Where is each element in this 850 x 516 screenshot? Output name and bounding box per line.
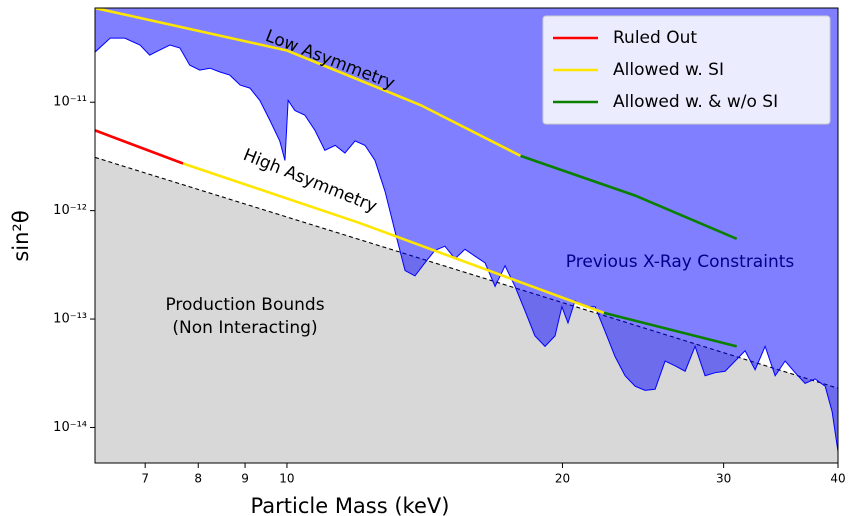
y-axis-label: sin²θ	[9, 210, 33, 261]
x-tick-label: 20	[555, 472, 570, 486]
x-tick-label: 30	[716, 472, 731, 486]
x-axis-label: Particle Mass (keV)	[251, 494, 450, 516]
region-edge	[95, 156, 838, 389]
series-line	[95, 8, 522, 158]
x-tick-label: 40	[830, 472, 845, 486]
region-label: Previous X-Ray Constraints	[566, 252, 795, 272]
x-tick-label: 9	[241, 472, 249, 486]
legend-box	[542, 15, 831, 125]
plot-frame	[94, 7, 839, 464]
x-tick-label: 10	[279, 472, 294, 486]
x-tick-label: 8	[194, 472, 202, 486]
series-line	[603, 311, 737, 348]
legend-label: Ruled Out	[613, 28, 697, 48]
series-line	[182, 162, 605, 315]
series-line	[520, 154, 738, 240]
region-label: Production Bounds	[165, 295, 324, 315]
region-label: (Non Interacting)	[172, 318, 317, 338]
series-line	[95, 129, 184, 165]
x-tick-label: 7	[141, 472, 149, 486]
legend-label: Allowed w. & w/o SI	[613, 92, 778, 112]
legend-label: Allowed w. SI	[613, 60, 724, 80]
y-tick-label: 10⁻¹³	[53, 312, 87, 327]
y-tick-label: 10⁻¹⁴	[53, 420, 87, 435]
y-tick-label: 10⁻¹²	[53, 203, 87, 218]
y-tick-label: 10⁻¹¹	[53, 95, 87, 110]
region-edge	[95, 37, 838, 452]
